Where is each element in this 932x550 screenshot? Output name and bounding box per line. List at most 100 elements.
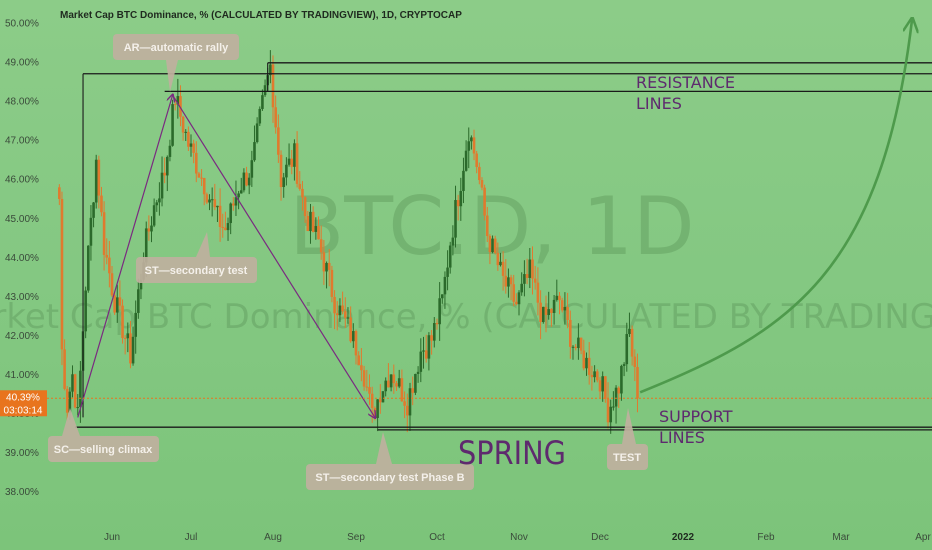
- candle-body: [628, 328, 631, 335]
- candle-body: [406, 405, 409, 416]
- candle-body: [94, 159, 98, 203]
- annotation-test-label: TEST: [613, 452, 641, 464]
- candle-body: [218, 205, 222, 227]
- candle-body: [115, 297, 119, 313]
- price-tag-countdown: 03:03:14: [4, 405, 43, 416]
- candle-body: [290, 158, 294, 167]
- candle-body: [197, 173, 201, 178]
- candle-body: [247, 177, 251, 186]
- candle-body: [485, 215, 489, 237]
- candle-body: [509, 277, 513, 285]
- candle-body: [168, 145, 172, 157]
- candle-body: [163, 172, 166, 176]
- candle-body: [472, 137, 476, 154]
- price-tag: 40.39% 03:03:14: [0, 390, 47, 417]
- candle-body: [352, 331, 355, 342]
- chart-title: Market Cap BTC Dominance, % (CALCULATED …: [60, 10, 462, 21]
- candle-body: [604, 376, 607, 399]
- candle-body: [137, 289, 140, 313]
- candle-body: [298, 183, 302, 189]
- candle-body: [582, 350, 586, 369]
- candle-body: [250, 160, 254, 178]
- candle-body: [171, 104, 174, 146]
- candle-body: [593, 371, 596, 378]
- annotation-st1-label: ST—secondary test: [145, 265, 248, 277]
- candle-body: [192, 143, 195, 153]
- candle-body: [496, 252, 500, 266]
- annotation-st2: ST—secondary test Phase B: [306, 432, 474, 490]
- candle-body: [419, 351, 423, 372]
- candle-body: [100, 195, 103, 213]
- candle-body: [357, 355, 360, 366]
- candle-body: [515, 301, 518, 305]
- candle-body: [258, 108, 262, 124]
- candle-body: [139, 279, 143, 290]
- candle-body: [630, 328, 634, 357]
- candle-body: [237, 193, 240, 198]
- x-tick-label: 2022: [672, 532, 695, 543]
- candle-body: [598, 380, 602, 392]
- candle-body: [317, 226, 320, 240]
- candle-body: [435, 323, 439, 325]
- candle-body: [261, 95, 264, 109]
- candle-body: [343, 311, 347, 318]
- candle-body: [470, 137, 473, 142]
- x-tick-label: Apr: [915, 532, 931, 543]
- candle-body: [612, 406, 615, 408]
- annotation-ar: AR—automatic rally: [113, 34, 239, 92]
- candle-body: [210, 199, 214, 201]
- resistance-label-2: LINES: [636, 94, 682, 113]
- x-tick-label: Sep: [347, 532, 365, 543]
- candle-body: [79, 370, 82, 408]
- y-tick-label: 41.00%: [5, 370, 39, 381]
- support-label-2: LINES: [659, 428, 705, 447]
- candle-body: [587, 357, 591, 375]
- candle-body: [606, 398, 610, 423]
- candle-body: [335, 313, 339, 316]
- x-tick-label: Nov: [510, 532, 528, 543]
- candle-body: [376, 399, 379, 418]
- x-tick-label: Aug: [264, 532, 282, 543]
- candle-body: [239, 190, 243, 194]
- candle-body: [547, 309, 550, 316]
- candle-body: [303, 197, 307, 216]
- candle-body: [381, 391, 385, 403]
- candle-body: [97, 159, 101, 196]
- candle-body: [411, 388, 414, 393]
- y-tick-label: 46.00%: [5, 175, 39, 186]
- candle-body: [571, 346, 575, 348]
- candle-body: [416, 371, 420, 374]
- candle-body: [245, 172, 248, 186]
- candle-body: [525, 274, 529, 278]
- x-tick-label: Oct: [429, 532, 445, 543]
- candle-body: [184, 131, 188, 133]
- y-tick-label: 38.00%: [5, 487, 39, 498]
- candle-body: [427, 335, 431, 359]
- candle-body: [368, 387, 371, 394]
- candle-body: [403, 401, 406, 406]
- candle-body: [224, 227, 227, 231]
- resistance-label-1: RESISTANCE: [636, 73, 735, 92]
- candle-body: [478, 166, 481, 181]
- candle-body: [301, 188, 304, 198]
- candle-body: [277, 127, 280, 155]
- candle-body: [118, 297, 122, 306]
- watermark-symbol: BTC.D, 1D: [289, 180, 694, 273]
- candle-body: [523, 274, 526, 284]
- annotation-st1: ST—secondary test: [136, 232, 257, 283]
- candle-body: [422, 350, 425, 352]
- annotation-sc-label: SC—selling climax: [54, 444, 153, 456]
- candle-body: [121, 305, 124, 338]
- candle-body: [517, 292, 521, 305]
- y-tick-label: 42.00%: [5, 331, 39, 342]
- candle-body: [330, 269, 334, 297]
- candle-body: [459, 190, 463, 207]
- x-tick-label: Feb: [757, 532, 775, 543]
- candle-body: [123, 337, 127, 339]
- candle-body: [480, 180, 484, 188]
- candle-body: [433, 323, 436, 341]
- candle-body: [387, 380, 390, 388]
- candle-body: [625, 334, 629, 365]
- candle-body: [234, 197, 238, 206]
